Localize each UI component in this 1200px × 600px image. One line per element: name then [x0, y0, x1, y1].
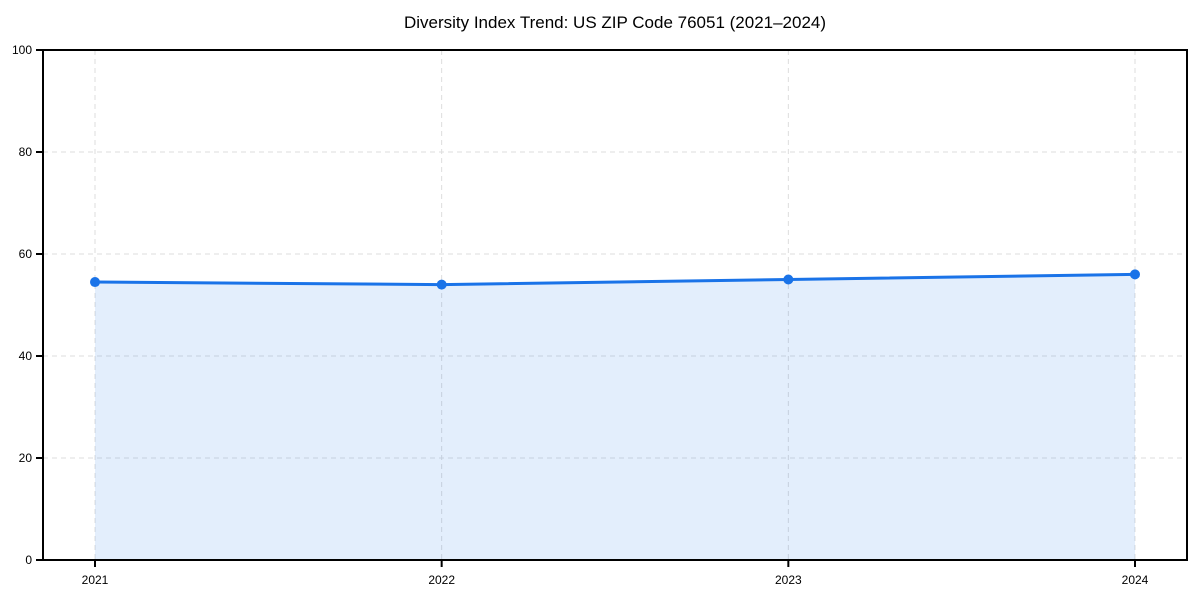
data-point-2023 [783, 274, 794, 285]
x-tick-label: 2024 [1122, 573, 1149, 587]
y-tick-label: 20 [19, 451, 33, 465]
y-tick-label: 80 [19, 145, 33, 159]
x-tick-label: 2023 [775, 573, 802, 587]
y-tick-label: 0 [25, 553, 32, 567]
y-tick-label: 100 [12, 43, 32, 57]
data-point-2022 [436, 279, 447, 290]
chart-title: Diversity Index Trend: US ZIP Code 76051… [403, 13, 827, 32]
data-point-2021 [90, 277, 100, 288]
area-fill [95, 274, 1135, 560]
plot-border [42, 49, 1188, 561]
trend-line [93, 272, 1137, 287]
y-tick-label: 40 [19, 349, 33, 363]
data-point-2024 [1130, 269, 1140, 280]
x-tick-label: 2021 [82, 573, 109, 587]
y-tick-label: 60 [19, 247, 33, 261]
x-tick-label: 2022 [428, 573, 455, 587]
